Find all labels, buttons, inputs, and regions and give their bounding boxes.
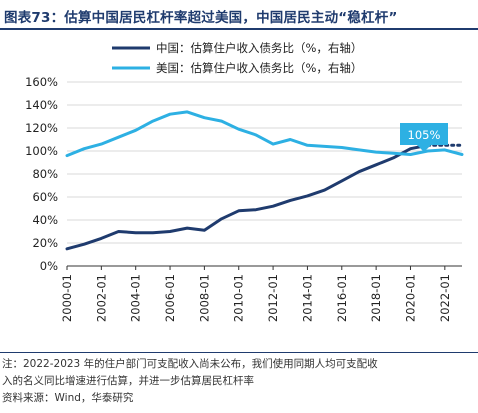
series-lines <box>65 110 464 251</box>
note-line-2: 入的名义同比增速进行估算，并进一步估算居民杠杆率 <box>2 375 254 387</box>
y-tick-label: 20% <box>32 236 58 250</box>
x-tick-label: 2002-01 <box>94 274 108 322</box>
x-tick-label: 2014-01 <box>300 274 314 322</box>
y-tick-label: 120% <box>25 121 58 135</box>
y-tick-label: 100% <box>25 144 58 158</box>
y-tick-label: 80% <box>32 167 58 181</box>
y-tick-label: 40% <box>32 213 58 227</box>
y-gridlines <box>67 81 462 244</box>
x-tick-label: 2010-01 <box>232 274 246 322</box>
x-axis-tick-labels: 2000-01 2002-01 2004-01 2006-01 2008-01 2010-… <box>60 266 452 322</box>
x-tick-label: 2018-01 <box>369 274 383 322</box>
series-line-china <box>65 143 430 251</box>
y-tick-label: 0% <box>40 259 58 273</box>
line-chart: 0%20%40%60%80%100%120%140%160% 2000-01 20… <box>25 41 464 322</box>
x-tick-label: 2004-01 <box>129 274 143 322</box>
x-tick-label: 2000-01 <box>60 274 74 322</box>
footer-divider <box>0 352 478 353</box>
y-tick-label: 160% <box>25 75 58 89</box>
footnote: 注：2022-2023 年的住户部门可支配收入尚未公布，我们使用同期人均可支配收… <box>2 356 476 407</box>
x-tick-label: 2008-01 <box>197 274 211 322</box>
callout-box <box>400 123 448 145</box>
y-tick-label: 140% <box>25 98 58 112</box>
legend-label: 美国：估算住户收入债务比（%，右轴） <box>156 61 362 75</box>
callout-label: 105% <box>408 128 441 142</box>
series-line-us <box>65 110 464 158</box>
legend-label: 中国：估算住户收入债务比（%，右轴） <box>156 41 362 55</box>
callout-105: 105% <box>400 123 448 152</box>
x-tick-label: 2022-01 <box>438 274 452 322</box>
y-axis-tick-labels: 0% 20% 40% 60% 80% 100% 120% 140% 160% <box>25 75 58 273</box>
x-tick-label: 2012-01 <box>266 274 280 322</box>
title-divider <box>0 28 478 30</box>
x-tick-label: 2016-01 <box>335 274 349 322</box>
legend: 中国：估算住户收入债务比（%，右轴） 美国：估算住户收入债务比（%，右轴） <box>112 41 362 75</box>
chart-title: 图表73：估算中国居民杠杆率超过美国，中国居民主动“稳杠杆” <box>4 10 398 26</box>
callout-pointer <box>417 145 431 152</box>
x-tick-label: 2020-01 <box>403 274 417 322</box>
source-line: 资料来源：Wind，华泰研究 <box>2 392 134 404</box>
x-tick-label: 2006-01 <box>163 274 177 322</box>
note-line-1: 注：2022-2023 年的住户部门可支配收入尚未公布，我们使用同期人均可支配收 <box>2 358 378 370</box>
y-tick-label: 60% <box>32 190 58 204</box>
